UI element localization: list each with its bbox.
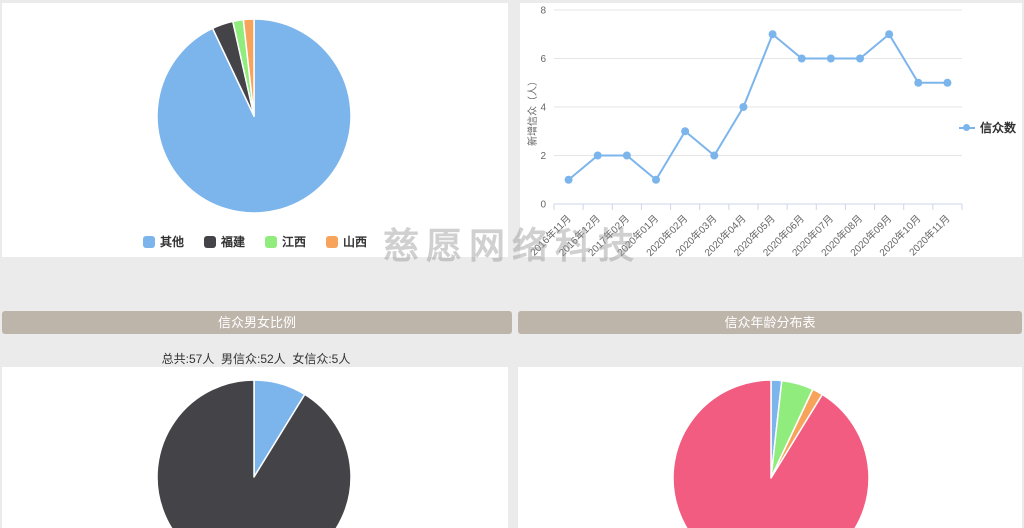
- legend-item-其他[interactable]: 其他: [142, 233, 184, 250]
- legend-swatch-icon: [203, 235, 216, 248]
- age-pie-chart: [672, 379, 870, 528]
- line-legend-label: 信众数: [979, 121, 1016, 135]
- age-pie-panel: [518, 367, 1022, 528]
- legend-swatch-icon: [142, 235, 155, 248]
- data-point-marker: [856, 54, 864, 63]
- data-point-marker: [768, 30, 777, 39]
- gender-stats-text: 总共:57人 男信众:52人 女信众:5人: [161, 352, 351, 366]
- line-legend-item[interactable]: 信众数: [958, 119, 1016, 136]
- gender-pie-chart: [156, 379, 352, 528]
- data-point-marker: [681, 127, 690, 136]
- data-point-marker: [593, 151, 602, 160]
- data-point-marker: [885, 30, 894, 39]
- gender-pie-panel: [2, 367, 508, 528]
- data-point-marker: [622, 151, 631, 160]
- section-header-age: 信众年龄分布表: [518, 311, 1022, 334]
- y-tick-label: 0: [540, 200, 546, 211]
- data-point-marker: [564, 175, 573, 184]
- data-point-marker: [797, 54, 806, 63]
- legend-swatch-icon: [326, 235, 339, 248]
- y-tick-label: 2: [540, 151, 546, 162]
- y-tick-label: 4: [540, 103, 546, 114]
- line-series-marker-icon: [958, 124, 975, 131]
- section-header-gender: 信众男女比例: [2, 311, 512, 334]
- legend-label: 山西: [343, 235, 368, 249]
- data-point-marker: [914, 78, 923, 87]
- legend-label: 福建: [220, 235, 245, 249]
- y-axis-title: 新增信众（人）: [526, 76, 539, 146]
- legend-swatch-icon: [265, 235, 277, 248]
- line-chart-card: 0 2 4 6 8 2016年11月 2016年12月 2017年02月 2020年01月 202…: [520, 3, 1022, 257]
- pie-slice-山西: [242, 18, 255, 117]
- region-pie-card: 其他 福建 江西 山西: [2, 3, 508, 257]
- line-series-path: [567, 33, 949, 181]
- pie-slice-男信众: [156, 379, 352, 528]
- data-point-marker: [943, 78, 952, 87]
- legend-item-江西[interactable]: 江西: [265, 233, 306, 250]
- legend-label: 江西: [282, 235, 307, 249]
- y-tick-label: 6: [540, 54, 546, 65]
- y-tick-label: 8: [540, 6, 546, 17]
- data-point-marker: [652, 175, 660, 184]
- data-point-marker: [826, 54, 835, 63]
- region-pie-chart: [156, 18, 352, 214]
- new-believers-line-chart: 024682016年11月2016年12月2017年02月2020年01月202…: [526, 6, 963, 257]
- legend-label: 其他: [159, 235, 184, 249]
- data-point-marker: [739, 103, 748, 111]
- data-point-marker: [710, 151, 719, 160]
- legend-item-福建[interactable]: 福建: [203, 233, 245, 250]
- legend-item-山西[interactable]: 山西: [326, 233, 367, 250]
- region-pie-legend: 其他 福建 江西 山西: [2, 233, 508, 250]
- pie-slice-pink-slice: [672, 379, 870, 528]
